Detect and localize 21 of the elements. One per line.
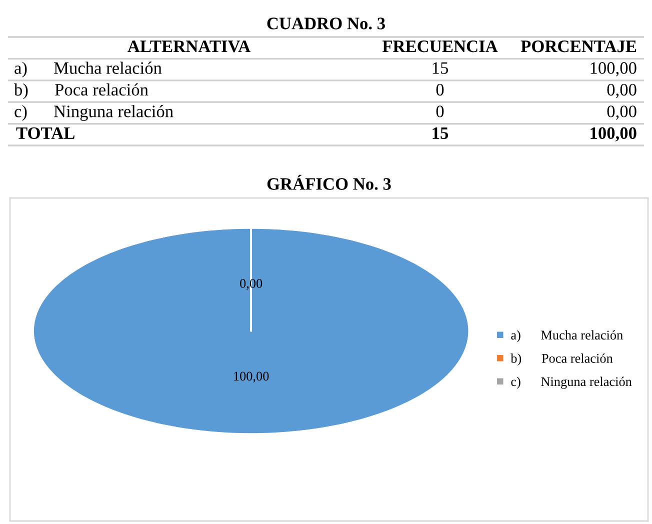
legend-label: a) Mucha relación [511,330,623,342]
data-label: 0 [436,106,444,118]
data-label: 0 [436,84,444,96]
text: CUADRO No. 3 [267,18,385,30]
text: 15 [432,127,448,139]
legend-label: c) Ninguna relación [511,376,632,389]
data-label: 100,00 [590,62,636,76]
text: PORCENTAJE [520,40,636,52]
category-label: c) Ninguna relación [14,105,174,121]
chart-title: GRÁFICO No. 3 [267,174,391,190]
category-label: a) Mucha relación [14,62,162,78]
category-label: b) Poca relación [14,83,148,100]
legend-label: b) Poca relación [510,354,613,366]
data-label: 0,00 [607,106,636,120]
data-label: 0,00 [607,84,636,98]
text: 100,00 [590,127,636,142]
text: TOTAL [16,127,74,139]
data-label: 15 [432,62,448,74]
text: ALTERNATIVA [128,40,250,52]
data-label: 100,00 [234,372,269,383]
text: FRECUENCIA [382,40,498,52]
